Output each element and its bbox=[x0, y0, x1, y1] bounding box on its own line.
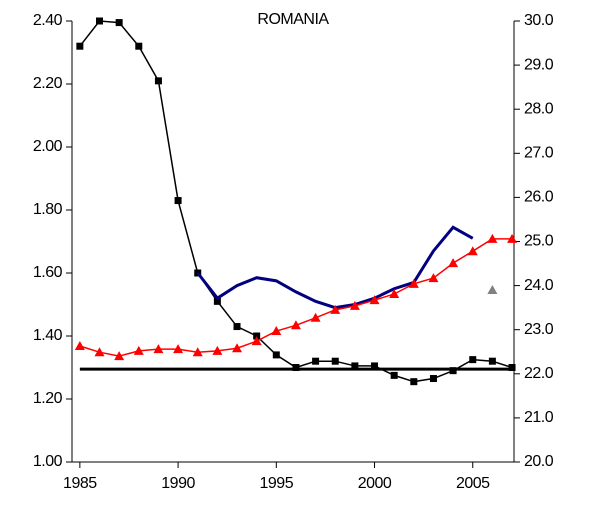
marker bbox=[233, 323, 241, 331]
marker bbox=[173, 344, 184, 354]
marker bbox=[312, 357, 320, 365]
chart-title: ROMANIA bbox=[257, 11, 329, 28]
x-tick-label: 2000 bbox=[358, 475, 392, 492]
marker bbox=[271, 326, 282, 336]
marker bbox=[174, 197, 182, 205]
marker bbox=[507, 233, 518, 243]
marker bbox=[369, 295, 380, 305]
marker bbox=[508, 364, 516, 371]
marker bbox=[390, 371, 398, 379]
x-tick-label: 2005 bbox=[456, 475, 490, 492]
marker bbox=[467, 246, 478, 256]
marker bbox=[213, 297, 221, 305]
y2-tick-label: 25.0 bbox=[524, 233, 554, 250]
marker bbox=[429, 375, 437, 383]
marker bbox=[349, 300, 360, 310]
marker bbox=[114, 351, 125, 361]
x-tick-label: 1990 bbox=[161, 475, 195, 492]
marker bbox=[428, 273, 439, 283]
marker bbox=[487, 233, 498, 243]
marker bbox=[74, 341, 85, 351]
y-tick-label: 1.80 bbox=[33, 201, 63, 218]
y2-tick-label: 23.0 bbox=[524, 321, 554, 338]
y2-tick-label: 22.0 bbox=[524, 365, 554, 382]
marker bbox=[133, 345, 144, 355]
marker bbox=[153, 344, 164, 354]
marker bbox=[469, 356, 477, 364]
y-tick-label: 2.20 bbox=[33, 75, 63, 92]
y2-tick-label: 30.0 bbox=[524, 12, 554, 29]
y-tick-label: 1.40 bbox=[33, 327, 63, 344]
marker bbox=[232, 343, 243, 353]
marker bbox=[292, 364, 300, 371]
marker bbox=[251, 336, 262, 346]
marker bbox=[408, 278, 419, 288]
y2-tick-label: 28.0 bbox=[524, 100, 554, 117]
marker bbox=[331, 357, 339, 365]
marker bbox=[389, 288, 400, 298]
y2-tick-label: 21.0 bbox=[524, 409, 554, 426]
marker bbox=[487, 285, 498, 295]
y-tick-label: 1.60 bbox=[33, 264, 63, 281]
marker bbox=[76, 42, 84, 50]
marker bbox=[449, 367, 457, 375]
marker bbox=[96, 17, 104, 25]
y-tick-label: 1.20 bbox=[33, 390, 63, 407]
y2-tick-label: 26.0 bbox=[524, 189, 554, 206]
x-tick-label: 1985 bbox=[63, 475, 97, 492]
marker bbox=[448, 258, 459, 268]
y2-tick-label: 20.0 bbox=[524, 453, 554, 470]
y2-tick-label: 27.0 bbox=[524, 145, 554, 162]
marker bbox=[310, 312, 321, 322]
marker bbox=[272, 351, 280, 359]
marker bbox=[192, 347, 203, 357]
marker bbox=[115, 19, 123, 27]
marker bbox=[135, 42, 143, 50]
y-tick-label: 1.00 bbox=[33, 453, 63, 470]
y-tick-label: 2.40 bbox=[33, 12, 63, 29]
marker bbox=[371, 362, 379, 370]
marker bbox=[351, 362, 359, 370]
marker bbox=[94, 347, 105, 357]
series-line bbox=[196, 225, 474, 310]
y2-tick-label: 24.0 bbox=[524, 277, 554, 294]
marker bbox=[154, 77, 162, 85]
marker bbox=[290, 320, 301, 330]
marker bbox=[410, 378, 418, 386]
y2-tick-label: 29.0 bbox=[524, 56, 554, 73]
series-line bbox=[79, 238, 513, 357]
y-tick-label: 2.00 bbox=[33, 138, 63, 155]
marker bbox=[212, 345, 223, 355]
marker bbox=[330, 304, 341, 314]
x-tick-label: 1995 bbox=[260, 475, 294, 492]
marker bbox=[253, 332, 261, 340]
marker bbox=[488, 357, 496, 365]
